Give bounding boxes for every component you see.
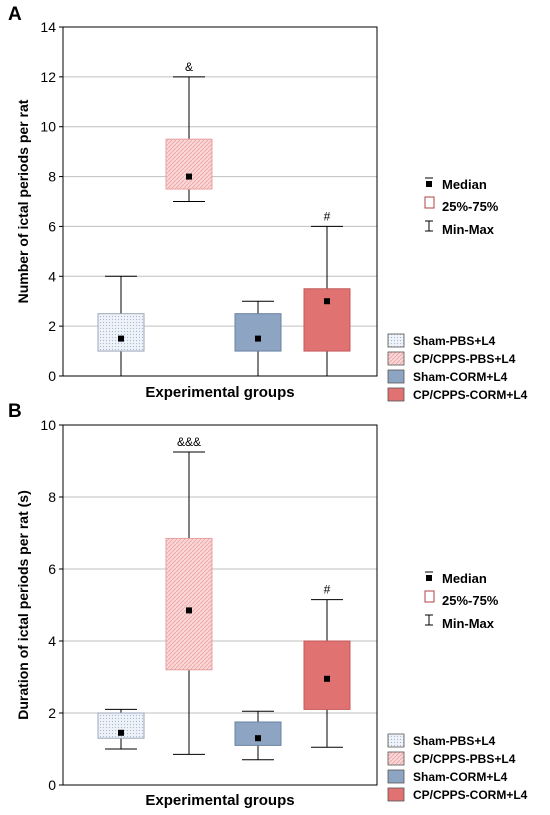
range-legend-label: Min-Max: [442, 616, 495, 631]
median-marker: [255, 735, 261, 742]
y-tick-label: 14: [40, 19, 56, 35]
plot-frame: [62, 424, 378, 786]
iqr-box: [97, 313, 145, 352]
significance-mark: &&&: [177, 435, 201, 449]
y-tick-label: 2: [48, 318, 56, 334]
group-legend: Sham-PBS+L4 CP/CPPS-PBS+L4 Sham-CORM+L4 CP/…: [387, 333, 528, 402]
y-tick-label: 0: [48, 777, 56, 793]
iqr-box: [165, 537, 213, 671]
y-tick-label: 10: [40, 119, 56, 135]
legend-swatch-0: [387, 733, 405, 748]
panel-a: A 0 2 4 6 8 10 12 14 Number of ictal periods per …: [8, 4, 528, 402]
y-tick-label: 6: [48, 218, 56, 234]
median-marker: [324, 675, 330, 682]
y-tick-label: 12: [40, 69, 56, 85]
median-marker: [118, 729, 124, 736]
y-tick-label: 0: [48, 368, 56, 384]
legend-swatch-3: [387, 787, 405, 802]
y-tick-label: 8: [48, 489, 56, 505]
legend-label-2: Sham-CORM+L4: [413, 370, 508, 384]
legend-label-0: Sham-PBS+L4: [413, 334, 496, 348]
median-legend-marker: [426, 575, 432, 581]
x-axis-label: Experimental groups: [145, 792, 294, 809]
legend-swatch-0: [387, 333, 405, 348]
iqr-legend-swatch: [424, 196, 435, 209]
box-1: &: [165, 60, 213, 202]
box-0: [97, 708, 145, 750]
legend-swatch-1: [387, 351, 405, 366]
group-legend: Sham-PBS+L4 CP/CPPS-PBS+L4 Sham-CORM+L4 CP/…: [387, 733, 528, 802]
median-marker: [186, 607, 192, 614]
box-2: [234, 710, 282, 761]
box-0: [97, 275, 145, 377]
median-marker: [255, 335, 261, 342]
panel-b: B 0 2 4 6 8 10 Duration of ictal periods per ra…: [8, 401, 528, 809]
median-legend-marker: [426, 181, 432, 187]
legend-label-2: Sham-CORM+L4: [413, 770, 508, 784]
legend-label-3: CP/CPPS-CORM+L4: [413, 388, 528, 402]
box-1: &&&: [165, 435, 213, 755]
legend-label-1: CP/CPPS-PBS+L4: [413, 352, 516, 366]
significance-mark: #: [324, 583, 331, 597]
y-axis-label: Number of ictal periods per rat: [15, 99, 31, 303]
plot-frame: [62, 26, 378, 377]
significance-mark: &: [185, 60, 193, 74]
x-axis-label: Experimental groups: [145, 384, 294, 401]
y-axis-label: Duration of ictal periods per rat (s): [15, 490, 31, 719]
box-3: #: [303, 583, 351, 748]
legend-swatch-2: [387, 769, 405, 784]
y-tick-label: 8: [48, 169, 56, 185]
median-marker: [324, 298, 330, 305]
median-marker: [186, 173, 192, 180]
stat-legend: Median 25%-75% Min-Max: [424, 177, 499, 237]
legend-swatch-1: [387, 751, 405, 766]
iqr-box: [303, 288, 351, 352]
y-tick-label: 2: [48, 705, 56, 721]
iqr-box: [234, 721, 282, 746]
median-legend-label: Median: [442, 177, 487, 192]
stat-legend: Median 25%-75% Min-Max: [424, 571, 499, 631]
y-tick-label: 4: [48, 633, 56, 649]
box-3: #: [303, 209, 351, 377]
y-tick-label: 4: [48, 268, 56, 284]
legend-swatch-2: [387, 369, 405, 384]
legend-swatch-3: [387, 387, 405, 402]
legend-label-0: Sham-PBS+L4: [413, 734, 496, 748]
median-marker: [118, 335, 124, 342]
iqr-legend-label: 25%-75%: [442, 593, 499, 608]
y-tick-label: 10: [40, 417, 56, 433]
legend-label-3: CP/CPPS-CORM+L4: [413, 788, 528, 802]
y-tick-label: 6: [48, 561, 56, 577]
legend-label-1: CP/CPPS-PBS+L4: [413, 752, 516, 766]
significance-mark: #: [324, 209, 331, 223]
iqr-legend-label: 25%-75%: [442, 199, 499, 214]
median-legend-label: Median: [442, 571, 487, 586]
iqr-box: [303, 640, 351, 710]
panel-letter: B: [8, 401, 22, 422]
iqr-box: [234, 313, 282, 352]
iqr-legend-swatch: [424, 590, 435, 603]
range-legend-label: Min-Max: [442, 222, 495, 237]
iqr-box: [165, 138, 213, 190]
panel-letter: A: [8, 4, 22, 25]
box-2: [234, 300, 282, 377]
